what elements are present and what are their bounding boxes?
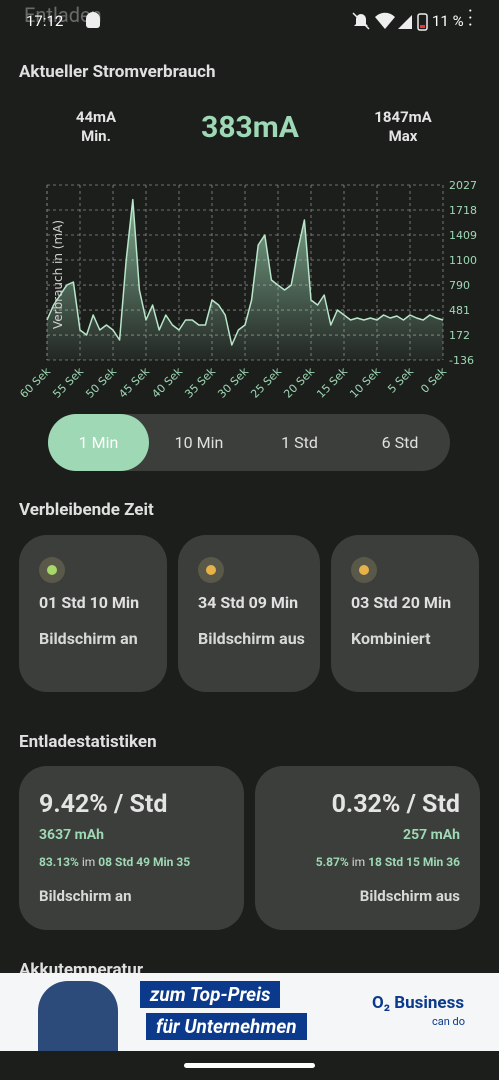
y-tick-label: -136 xyxy=(449,354,474,367)
tab[interactable]: 1 Min xyxy=(78,433,119,452)
x-tick-label: 45 Sek xyxy=(116,364,152,400)
ad-slogan: can do xyxy=(432,1015,466,1028)
tab[interactable]: 1 Std xyxy=(281,433,318,452)
stat-joiner: im xyxy=(348,855,369,869)
card-label: Bildschirm an xyxy=(39,629,138,648)
y-tick-label: 481 xyxy=(449,304,470,317)
stat-label: Bildschirm an xyxy=(39,887,132,905)
ad-line: für Unternehmen xyxy=(146,1013,307,1040)
card-time: 03 Std 20 Min xyxy=(351,593,452,612)
card-icon-glyph xyxy=(206,565,216,575)
ad-line: zum Top-Preis xyxy=(140,981,281,1008)
time-card[interactable]: 03 Std 20 Min Kombiniert xyxy=(331,535,479,692)
status-time: 17:12 xyxy=(26,12,64,30)
x-tick-label: 55 Sek xyxy=(50,364,86,400)
section-heading: Aktueller Stromverbrauch xyxy=(19,62,216,82)
card-label: Kombiniert xyxy=(351,629,431,648)
stat-rate: 9.42% / Std xyxy=(39,790,168,819)
max-label: Max xyxy=(388,127,418,145)
x-tick-label: 30 Sek xyxy=(215,364,251,400)
y-tick-label: 1100 xyxy=(449,254,477,267)
stat-rate: 0.32% / Std xyxy=(331,790,460,819)
card-time: 34 Std 09 Min xyxy=(198,593,299,612)
section-heading: Entladestatistiken xyxy=(19,732,157,752)
y-tick-label: 790 xyxy=(449,279,470,292)
x-tick-label: 0 Sek xyxy=(418,364,449,395)
wifi-icon xyxy=(375,12,395,29)
time-card[interactable]: 01 Std 10 Min Bildschirm an xyxy=(19,535,167,692)
ad-person xyxy=(38,981,118,1051)
data-line xyxy=(46,198,444,346)
area-fill xyxy=(47,199,443,360)
max-value: 1847mA xyxy=(374,108,432,126)
current-value: 383mA xyxy=(201,110,299,145)
stat-duration: 08 Std 49 Min 35 xyxy=(98,855,191,869)
battery-icon xyxy=(417,13,428,31)
x-tick-label: 5 Sek xyxy=(385,364,416,395)
x-tick-label: 40 Sek xyxy=(149,364,185,400)
tab[interactable]: 10 Min xyxy=(174,433,224,452)
x-tick-label: 25 Sek xyxy=(248,364,284,400)
ad-brand: O₂ Business xyxy=(372,993,465,1013)
stat-card[interactable]: 9.42% / Std 3637 mAh 83.13% im 08 Std 49 M… xyxy=(19,766,244,930)
battery-text: 11 % xyxy=(432,12,464,30)
ad-banner[interactable]: zum Top-Preis für Unternehmen O₂ Busines… xyxy=(0,973,499,1051)
x-tick-label: 20 Sek xyxy=(281,364,317,400)
stat-duration: 18 Std 15 Min 36 xyxy=(368,855,460,869)
stat-card[interactable]: 0.32% / Std 257 mAh 5.87% im 18 Std 15 Min… xyxy=(255,766,480,930)
card-label: Bildschirm aus xyxy=(198,629,305,648)
y-axis-label: Verbrauch in (mA) xyxy=(51,220,65,329)
x-tick-label: 10 Sek xyxy=(347,364,383,400)
stat-detail: 83.13% im 08 Std 49 Min 35 xyxy=(39,855,190,869)
card-icon-glyph xyxy=(359,565,369,575)
stat-detail: 5.87% im 18 Std 15 Min 36 xyxy=(316,855,460,869)
status-icons xyxy=(352,12,428,31)
x-tick-label: 35 Sek xyxy=(182,364,218,400)
battery-level xyxy=(420,25,425,28)
tab[interactable]: 6 Std xyxy=(381,433,419,452)
time-card[interactable]: 34 Std 09 Min Bildschirm aus xyxy=(178,535,320,692)
stat-mah: 257 mAh xyxy=(403,827,460,843)
x-tick-label: 60 Sek xyxy=(17,364,53,400)
card-icon-glyph xyxy=(47,565,57,575)
section-heading: Verbleibende Zeit xyxy=(19,500,154,520)
x-tick-label: 15 Sek xyxy=(314,364,350,400)
tab-active xyxy=(48,414,149,471)
snapchat-icon xyxy=(86,12,100,28)
stat-percent: 83.13% xyxy=(39,855,79,869)
y-tick-label: 1409 xyxy=(449,229,477,242)
mute-slash xyxy=(352,12,370,30)
min-value: 44mA xyxy=(75,108,117,126)
y-tick-label: 172 xyxy=(449,329,470,342)
stat-label: Bildschirm aus xyxy=(359,887,460,905)
card-time: 01 Std 10 Min xyxy=(39,593,140,612)
x-tick-label: 50 Sek xyxy=(83,364,119,400)
signal-icon xyxy=(398,15,412,29)
stat-mah: 3637 mAh xyxy=(39,827,104,843)
menu-dots[interactable]: · · · xyxy=(468,1,473,36)
y-tick-label: 1718 xyxy=(449,204,477,217)
home-indicator[interactable] xyxy=(184,1063,315,1068)
stat-percent: 5.87% xyxy=(315,855,349,869)
y-tick-label: 2027 xyxy=(449,179,477,192)
min-label: Min. xyxy=(81,127,111,145)
stat-joiner: im xyxy=(78,855,99,869)
